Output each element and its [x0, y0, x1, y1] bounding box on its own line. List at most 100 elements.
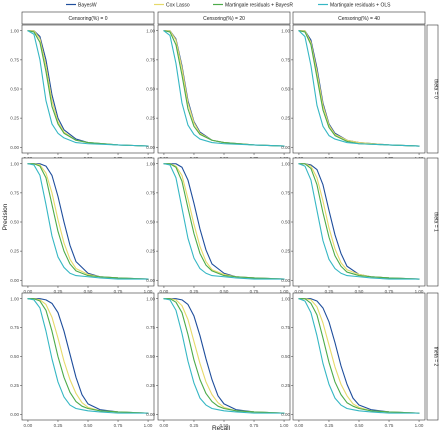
x-tick-label: 0.25: [325, 423, 334, 428]
series-line-martingale-residuals-ols: [163, 30, 285, 147]
y-tick-label: 0.75: [10, 57, 19, 62]
y-tick-label: 0.00: [10, 278, 19, 283]
y-tick-label: 0.50: [10, 220, 19, 225]
y-tick-label: 0.00: [281, 412, 290, 417]
x-tick-label: 0.75: [114, 423, 123, 428]
series-line-cox-lasso: [298, 30, 420, 147]
y-tick-label: 1.00: [10, 28, 19, 33]
y-tick-label: 0.75: [10, 325, 19, 330]
y-tick-label: 1.00: [281, 296, 290, 301]
legend-label-0: BayesW: [78, 2, 97, 8]
series-line-martingale-residuals-bayesr: [298, 298, 420, 414]
y-tick-label: 1.00: [281, 28, 290, 33]
series-line-martingale-residuals-ols: [163, 298, 285, 414]
panel-border: [157, 157, 291, 287]
column-strip-2: [292, 11, 426, 25]
x-tick-label: 0.75: [250, 423, 259, 428]
row-strip-label-1: theta = 1: [433, 212, 439, 232]
legend-label-3: Martingale residuals + OLS: [330, 2, 391, 8]
series-line-bayesw: [163, 298, 285, 414]
series-line-martingale-residuals-bayesr: [27, 163, 149, 280]
series-line-martingale-residuals-ols: [27, 30, 149, 147]
x-tick-label: 0.50: [84, 289, 93, 294]
panel-border: [292, 157, 426, 287]
x-tick-label: 0.00: [24, 423, 33, 428]
y-tick-label: 0.50: [10, 354, 19, 359]
row-strip-1: [426, 157, 439, 287]
panel-grid: Censoring(%) = 0 Censoring(%) = 20 Censori…: [10, 11, 439, 428]
x-tick-label: 0.50: [84, 423, 93, 428]
x-axis-title: Recall: [212, 425, 231, 432]
panel-r2-c0: 0.00 0.25 0.50 0.75 1.00 0.00 0.25 0.50 0.75 1.00: [10, 292, 155, 428]
x-tick-label: 0.50: [220, 289, 229, 294]
y-tick-label: 0.00: [10, 412, 19, 417]
y-tick-label: 1.00: [281, 161, 290, 166]
x-tick-label: 0.25: [54, 289, 63, 294]
y-tick-label: 0.25: [146, 249, 155, 254]
series-line-martingale-residuals-ols: [163, 163, 285, 280]
legend-label-1: Cox Lasso: [166, 2, 190, 8]
legend-label-2: Martingale residuals + BayesR: [225, 2, 293, 8]
y-tick-label: 0.25: [281, 116, 290, 121]
x-tick-label: 1.00: [144, 289, 153, 294]
x-tick-label: 1.00: [415, 423, 424, 428]
panel-r1-c1: 0.00 0.25 0.50 0.75 1.00 0.00 0.25 0.50 0.75 1.00: [146, 157, 291, 294]
x-tick-label: 0.75: [385, 423, 394, 428]
x-tick-label: 0.50: [355, 289, 364, 294]
y-tick-label: 0.00: [281, 278, 290, 283]
y-tick-label: 0.25: [281, 383, 290, 388]
y-axis-title: Precision: [2, 203, 9, 230]
y-tick-label: 0.00: [10, 145, 19, 150]
x-tick-label: 0.00: [160, 289, 169, 294]
y-tick-label: 1.00: [146, 161, 155, 166]
panel-border: [157, 24, 291, 154]
row-strip-2: [426, 292, 439, 421]
series-line-martingale-residuals-ols: [27, 298, 149, 414]
series-line-martingale-residuals-ols: [27, 163, 149, 280]
column-strip-label-1: Censoring(%) = 20: [203, 16, 245, 22]
panel-border: [21, 24, 155, 154]
x-tick-label: 1.00: [280, 289, 289, 294]
y-tick-label: 0.25: [10, 249, 19, 254]
panel-r0-c2: 0.000.250.500.751.000.000.250.500.751.00: [281, 24, 426, 161]
y-tick-label: 0.25: [146, 116, 155, 121]
y-tick-label: 1.00: [10, 161, 19, 166]
y-tick-label: 0.75: [281, 57, 290, 62]
series-line-bayesw: [298, 298, 420, 414]
y-tick-label: 0.00: [146, 278, 155, 283]
panel-r1-c2: 0.00 0.25 0.50 0.75 1.00 0.00 0.25 0.50 0.75 1.00: [281, 157, 426, 294]
y-tick-label: 0.75: [281, 190, 290, 195]
y-tick-label: 0.00: [146, 145, 155, 150]
y-tick-label: 0.00: [281, 145, 290, 150]
panel-border: [292, 24, 426, 154]
column-strip-0: [21, 11, 155, 25]
panel-border: [292, 292, 426, 421]
series-line-martingale-residuals-ols: [298, 163, 420, 280]
panel-r2-c1: 0.00 0.25 0.50 0.75 1.00 0.00 0.25 0.50 0.75 1.00: [146, 292, 291, 428]
y-tick-label: 0.50: [281, 354, 290, 359]
x-tick-label: 0.50: [355, 423, 364, 428]
x-tick-label: 0.75: [385, 289, 394, 294]
series-line-martingale-residuals-bayesr: [27, 298, 149, 414]
series-line-martingale-residuals-bayesr: [27, 30, 149, 147]
x-tick-label: 1.00: [280, 423, 289, 428]
y-tick-label: 0.75: [281, 325, 290, 330]
x-tick-label: 0.50: [220, 423, 229, 428]
legend: BayesW Cox Lasso Martingale residuals + Ba…: [66, 2, 391, 8]
panel-r1-c0: 0.00 0.25 0.50 0.75 1.00 0.00 0.25 0.50 0.75 1.00: [10, 157, 155, 294]
y-tick-label: 1.00: [10, 296, 19, 301]
series-line-martingale-residuals-bayesr: [163, 30, 285, 147]
row-strip-0: [426, 24, 439, 154]
x-tick-label: 0.25: [325, 289, 334, 294]
series-line-martingale-residuals-ols: [298, 30, 420, 147]
y-tick-label: 0.75: [10, 190, 19, 195]
y-tick-label: 1.00: [146, 28, 155, 33]
panel-border: [157, 292, 291, 421]
y-tick-label: 0.25: [281, 249, 290, 254]
series-line-martingale-residuals-bayesr: [163, 298, 285, 414]
x-tick-label: 1.00: [144, 423, 153, 428]
x-tick-label: 0.75: [114, 289, 123, 294]
row-strip-label-0: theta = 0: [433, 79, 439, 99]
panel-r2-c2: 0.00 0.25 0.50 0.75 1.00 0.00 0.25 0.50 0.75 1.00: [281, 292, 426, 428]
